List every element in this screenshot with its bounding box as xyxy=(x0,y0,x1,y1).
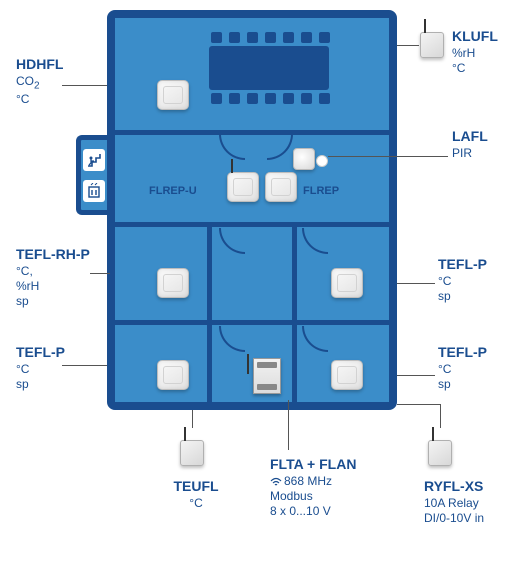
tefl-rh-p-l3: sp xyxy=(16,294,90,309)
hdhfl-co2-sub: 2 xyxy=(34,80,40,91)
klufl-l2: °C xyxy=(452,61,498,76)
tefl-rh-p-device xyxy=(157,268,189,298)
hdhfl-title: HDHFL xyxy=(16,56,63,74)
flta-l2: Modbus xyxy=(270,489,356,504)
wall xyxy=(115,130,389,135)
klufl-title: KLUFL xyxy=(452,28,498,46)
pir-device xyxy=(293,148,315,170)
leader-line xyxy=(440,404,441,428)
leader-line xyxy=(192,410,193,428)
leader-line xyxy=(397,404,441,405)
leader-line xyxy=(397,283,435,284)
chair xyxy=(211,32,222,43)
tefl-p-l-l1: °C xyxy=(16,362,65,377)
lafl-title: LAFL xyxy=(452,128,488,146)
flta-l3: 8 x 0...10 V xyxy=(270,504,356,519)
teufl-device xyxy=(180,440,204,466)
teufl-title: TEUFL xyxy=(166,478,226,496)
ryfl-l2: DI/0-10V in xyxy=(424,511,484,526)
chair xyxy=(229,32,240,43)
wall xyxy=(292,222,297,402)
flta-title: FLTA + FLAN xyxy=(270,456,356,474)
ryfl-title: RYFL-XS xyxy=(424,478,484,496)
hdhfl-l2: °C xyxy=(16,92,63,107)
flta-freq: 868 MHz xyxy=(284,474,332,488)
flta-label: FLTA + FLAN 868 MHz Modbus 8 x 0...10 V xyxy=(270,456,356,519)
tefl-p-r2-l1: °C xyxy=(438,362,487,377)
flrep-device xyxy=(265,172,297,202)
tefl-rh-p-title: TEFL-RH-P xyxy=(16,246,90,264)
chair xyxy=(265,32,276,43)
tefl-rh-p-l2: %rH xyxy=(16,279,90,294)
teufl-label: TEUFL °C xyxy=(166,478,226,511)
tefl-p-left-device xyxy=(157,360,189,390)
chair xyxy=(247,93,258,104)
ryfl-l1: 10A Relay xyxy=(424,496,484,511)
leader-line xyxy=(397,375,435,376)
hdhfl-co: CO xyxy=(16,74,34,88)
hdhfl-label: HDHFL CO2 °C xyxy=(16,56,63,107)
chair xyxy=(301,93,312,104)
hdhfl-l1: CO2 xyxy=(16,74,63,93)
lafl-l1: PIR xyxy=(452,146,488,161)
klufl-l1: %rH xyxy=(452,46,498,61)
chair xyxy=(283,32,294,43)
chair xyxy=(301,32,312,43)
stair-annex xyxy=(76,135,107,215)
klufl-label: KLUFL %rH °C xyxy=(452,28,498,76)
chair xyxy=(283,93,294,104)
tefl-p-right2-device xyxy=(331,360,363,390)
tefl-rh-p-l1: °C, xyxy=(16,264,90,279)
tefl-p-l-label: TEFL-P °C sp xyxy=(16,344,65,392)
wall xyxy=(115,320,389,325)
antenna-icon xyxy=(231,159,233,173)
flrep-u-device xyxy=(227,172,259,202)
chair xyxy=(319,32,330,43)
antenna-icon xyxy=(184,427,186,441)
tefl-p-l-l2: sp xyxy=(16,377,65,392)
antenna-icon xyxy=(432,427,434,441)
leader-line xyxy=(90,273,110,274)
leader-line xyxy=(62,365,107,366)
chair xyxy=(247,32,258,43)
leader-line xyxy=(62,85,107,86)
wall xyxy=(115,222,389,227)
chair xyxy=(319,93,330,104)
leader-line xyxy=(288,400,289,450)
tefl-p-r1-title: TEFL-P xyxy=(438,256,487,274)
tefl-p-r1-l2: sp xyxy=(438,289,487,304)
din-module-icon xyxy=(253,358,281,394)
antenna-icon xyxy=(247,354,249,374)
tefl-p-r1-l1: °C xyxy=(438,274,487,289)
meeting-table xyxy=(209,46,329,90)
chair xyxy=(211,93,222,104)
tefl-rh-p-label: TEFL-RH-P °C, %rH sp xyxy=(16,246,90,309)
klufl-device xyxy=(420,32,444,58)
tefl-p-r1-label: TEFL-P °C sp xyxy=(438,256,487,304)
chair xyxy=(265,93,276,104)
flta-l1: 868 MHz xyxy=(270,474,356,489)
lafl-label: LAFL PIR xyxy=(452,128,488,161)
tefl-p-right1-device xyxy=(331,268,363,298)
floorplan: FLREP-U FLREP xyxy=(107,10,397,410)
pir-lens-icon xyxy=(316,155,328,167)
ryfl-device xyxy=(428,440,452,466)
hdhfl-device xyxy=(157,80,189,110)
stairs-icon xyxy=(83,149,105,171)
tefl-p-r2-l2: sp xyxy=(438,377,487,392)
teufl-l1: °C xyxy=(166,496,226,511)
elevator-icon xyxy=(83,180,105,202)
flrep-label: FLREP xyxy=(303,185,339,197)
wall xyxy=(207,222,212,402)
tefl-p-r2-label: TEFL-P °C sp xyxy=(438,344,487,392)
tefl-p-r2-title: TEFL-P xyxy=(438,344,487,362)
leader-line xyxy=(328,156,448,157)
antenna-icon xyxy=(424,19,426,33)
wifi-icon xyxy=(270,476,282,486)
chair xyxy=(229,93,240,104)
flrep-u-label: FLREP-U xyxy=(149,185,197,197)
leader-line xyxy=(397,45,419,46)
tefl-p-l-title: TEFL-P xyxy=(16,344,65,362)
ryfl-label: RYFL-XS 10A Relay DI/0-10V in xyxy=(424,478,484,526)
